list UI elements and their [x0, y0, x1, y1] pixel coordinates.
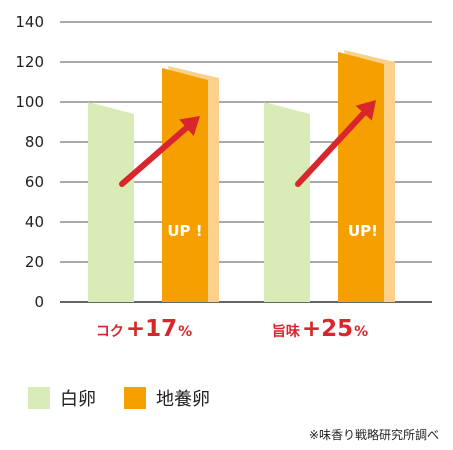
legend-swatch-chiyo-egg	[124, 387, 146, 409]
y-tick-label-120: 120	[15, 53, 44, 71]
category-name-0: コク	[96, 324, 124, 340]
category-unit-0: %	[178, 324, 192, 340]
y-axis-ticks: 0 20 40 60 80 100 120 140	[15, 13, 44, 311]
legend-swatch-white-egg	[28, 387, 50, 409]
bar-chiyo-egg-1	[338, 52, 384, 302]
category-increase-1: +25	[302, 316, 353, 342]
category-name-1: 旨味	[272, 324, 300, 340]
up-arrows	[119, 100, 376, 187]
up-arrow-head-1	[355, 100, 376, 121]
up-arrow-shaft-0	[119, 124, 190, 187]
category-unit-1: %	[354, 324, 368, 340]
up-label-0: UP !	[167, 222, 202, 240]
legend: 白卵 地養卵	[28, 385, 238, 411]
category-label-1: 旨味+25%	[272, 316, 368, 342]
up-label-1: UP!	[348, 222, 378, 240]
legend-item-white-egg: 白卵	[28, 385, 96, 411]
y-tick-label-140: 140	[15, 13, 44, 31]
category-labels: コク+17% 旨味+25%	[96, 316, 368, 342]
bar-chiyo-egg-0	[162, 68, 208, 302]
y-tick-label-40: 40	[25, 213, 44, 231]
legend-label-white-egg: 白卵	[60, 389, 96, 410]
y-tick-label-0: 0	[34, 293, 44, 311]
y-tick-label-20: 20	[25, 253, 44, 271]
y-tick-label-60: 60	[25, 173, 44, 191]
up-arrow-shaft-1	[295, 110, 367, 187]
category-increase-0: +17	[126, 316, 177, 342]
bar-white-egg-0	[88, 102, 134, 302]
source-note: ※味香り戦略研究所調べ	[308, 428, 439, 442]
legend-item-chiyo-egg: 地養卵	[124, 385, 210, 411]
up-arrow-head-0	[179, 116, 200, 137]
category-label-0: コク+17%	[96, 316, 192, 342]
y-tick-label-80: 80	[25, 133, 44, 151]
legend-label-chiyo-egg: 地養卵	[156, 389, 210, 410]
y-tick-label-100: 100	[15, 93, 44, 111]
bar-white-egg-1	[264, 102, 310, 302]
